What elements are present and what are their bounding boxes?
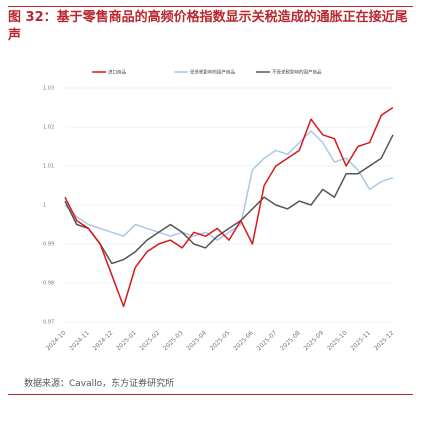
x-tick-label: 2025-08 xyxy=(279,329,302,352)
series-line xyxy=(64,130,394,241)
x-tick-label: 2025-05 xyxy=(209,329,232,352)
legend-label: 不受关税影响的国产商品 xyxy=(272,69,322,76)
y-tick-label: 1 xyxy=(43,203,46,209)
x-tick-label: 2024-10 xyxy=(45,329,68,352)
x-tick-label: 2025-10 xyxy=(326,329,349,352)
legend-label: 进口商品 xyxy=(108,69,126,76)
x-tick-label: 2025-06 xyxy=(232,329,255,352)
x-tick-label: 2024-11 xyxy=(68,329,91,352)
source: 数据来源：Cavallo，东方证券研究所 xyxy=(24,379,175,389)
legend-label: 受关税影响的国产商品 xyxy=(190,69,235,76)
y-tick-label: 0.97 xyxy=(43,320,54,326)
chart-title: 图 32：基于零售商品的高频价格指数显示关税造成的通胀正在接近尾声 xyxy=(8,6,413,45)
y-tick-label: 1.03 xyxy=(43,86,54,92)
x-tick-label: 2024-12 xyxy=(92,329,115,352)
x-tick-label: 2025-04 xyxy=(185,329,208,352)
series-line xyxy=(64,106,394,308)
series-line xyxy=(64,134,394,265)
y-tick-label: 1.02 xyxy=(43,125,54,131)
x-tick-label: 2025-03 xyxy=(162,329,185,352)
x-tick-label: 2025-02 xyxy=(139,329,162,352)
y-tick-label: 0.98 xyxy=(43,281,54,287)
rule xyxy=(8,394,413,395)
x-tick-label: 2025-09 xyxy=(303,329,326,352)
y-tick-label: 1.01 xyxy=(43,164,54,170)
x-tick-label: 2025-01 xyxy=(115,329,138,352)
x-tick-label: 2025-11 xyxy=(349,329,372,352)
x-tick-label: 2025-12 xyxy=(373,329,396,352)
y-tick-label: 0.99 xyxy=(43,242,54,248)
x-tick-label: 2025-07 xyxy=(256,329,279,352)
